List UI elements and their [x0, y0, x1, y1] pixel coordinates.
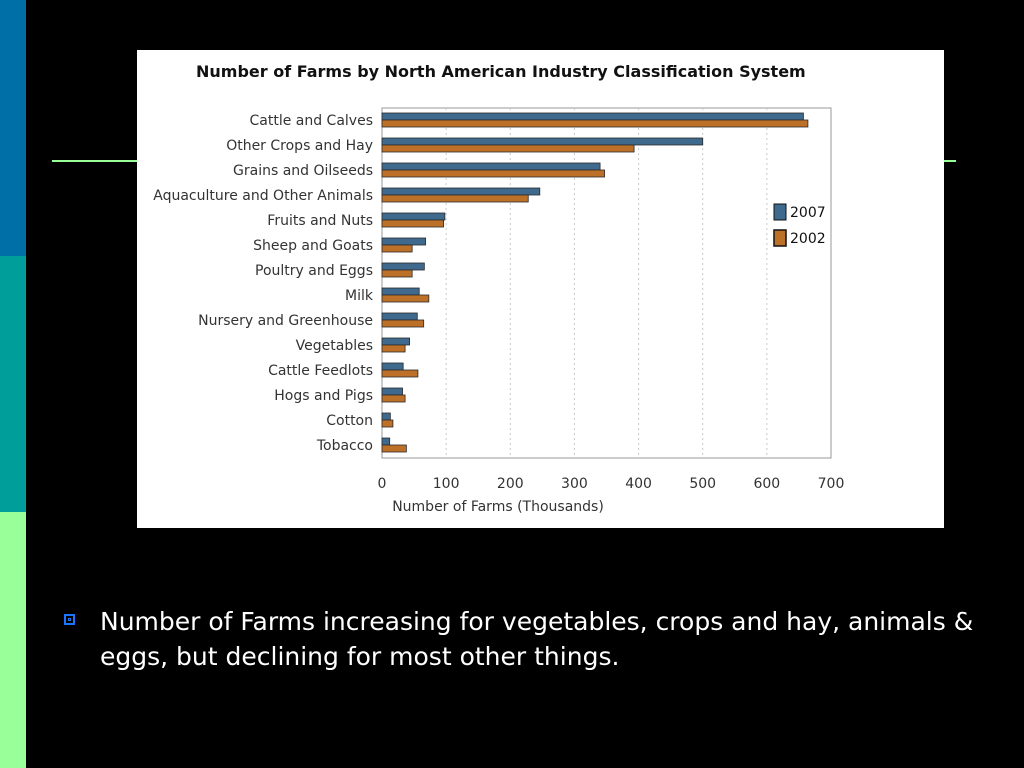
- bar-2007-other-crops-and-hay: [381, 137, 704, 146]
- left-stripe-green: [0, 512, 26, 768]
- bar-2007-hogs-and-pigs: [381, 387, 403, 396]
- bar-2002-vegetables: [381, 344, 406, 353]
- category-label: Other Crops and Hay: [226, 138, 373, 154]
- bar-2002-hogs-and-pigs: [381, 394, 406, 403]
- x-tick-label: 600: [753, 476, 780, 492]
- x-tick-labels: 0 100 200 300 400 500 600 700: [378, 476, 845, 492]
- x-tick-label: 700: [818, 476, 845, 492]
- bar-2007-fruits-and-nuts: [381, 212, 446, 221]
- grid-layer: [445, 108, 768, 458]
- category-label: Grains and Oilseeds: [233, 163, 373, 179]
- category-label: Sheep and Goats: [253, 238, 373, 254]
- legend-label-2007: 2007: [790, 205, 826, 221]
- category-label: Cotton: [326, 413, 373, 429]
- bar-2002-nursery-and-greenhouse: [381, 319, 425, 328]
- legend-swatch-2007: [773, 203, 787, 221]
- bullet-text: Number of Farms increasing for vegetable…: [100, 607, 974, 671]
- bar-2002-fruits-and-nuts: [381, 219, 444, 228]
- x-tick-label: 400: [625, 476, 652, 492]
- bar-2002-sheep-and-goats: [381, 244, 413, 253]
- plot-area: [381, 107, 832, 459]
- bar-2007-cattle-feedlots: [381, 362, 404, 371]
- bar-2007-milk: [381, 287, 420, 296]
- bar-2002-cattle-and-calves: [381, 119, 809, 128]
- x-tick-label: 100: [433, 476, 460, 492]
- bar-2007-aquaculture-and-other-animals: [381, 187, 541, 196]
- x-tick-label: 500: [689, 476, 716, 492]
- x-tick-label: 300: [561, 476, 588, 492]
- category-label: Hogs and Pigs: [274, 388, 373, 404]
- left-stripe-teal: [0, 256, 26, 512]
- category-label: Nursery and Greenhouse: [198, 313, 373, 329]
- legend: 2007 2002: [773, 203, 826, 247]
- bars-layer: [381, 112, 809, 453]
- bar-2002-aquaculture-and-other-animals: [381, 194, 529, 203]
- left-stripe-blue: [0, 0, 26, 256]
- category-label: Aquaculture and Other Animals: [153, 188, 373, 204]
- bar-2007-vegetables: [381, 337, 410, 346]
- bar-2007-sheep-and-goats: [381, 237, 427, 246]
- category-label: Fruits and Nuts: [267, 213, 373, 229]
- bar-2007-grains-and-oilseeds: [381, 162, 601, 171]
- bar-chart: Number of Farms by North American Indust…: [153, 62, 845, 515]
- category-label: Cattle Feedlots: [268, 363, 373, 379]
- bar-2007-cotton: [381, 412, 391, 421]
- category-label: Milk: [345, 288, 374, 304]
- bar-2002-cattle-feedlots: [381, 369, 419, 378]
- category-label: Cattle and Calves: [249, 113, 373, 129]
- x-axis-label: Number of Farms (Thousands): [392, 499, 604, 515]
- x-tick-label: 200: [497, 476, 524, 492]
- legend-label-2002: 2002: [790, 231, 826, 247]
- bar-2007-cattle-and-calves: [381, 112, 804, 121]
- category-labels: Cattle and Calves Other Crops and Hay Grai…: [153, 113, 374, 454]
- bar-2002-grains-and-oilseeds: [381, 169, 605, 178]
- bar-2002-other-crops-and-hay: [381, 144, 635, 153]
- category-label: Vegetables: [296, 338, 373, 354]
- legend-swatch-2002: [773, 229, 787, 247]
- bar-2002-milk: [381, 294, 430, 303]
- bar-2007-nursery-and-greenhouse: [381, 312, 418, 321]
- bar-2002-cotton: [381, 419, 394, 428]
- x-tick-label: 0: [378, 476, 387, 492]
- bullet-square-icon: [64, 614, 75, 625]
- chart-figure: Number of Farms by North American Indust…: [137, 50, 944, 528]
- bar-2002-tobacco: [381, 444, 407, 453]
- chart-title: Number of Farms by North American Indust…: [196, 62, 806, 81]
- bar-2007-poultry-and-eggs: [381, 262, 425, 271]
- bar-2007-tobacco: [381, 437, 391, 446]
- category-label: Poultry and Eggs: [255, 263, 373, 279]
- bar-2002-poultry-and-eggs: [381, 269, 413, 278]
- category-label: Tobacco: [316, 438, 373, 454]
